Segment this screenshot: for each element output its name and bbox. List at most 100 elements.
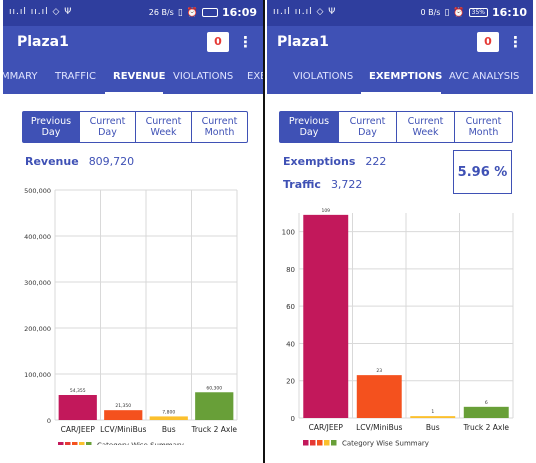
y-tick-label: 300,000	[24, 279, 51, 287]
y-tick-label: 500,000	[24, 187, 51, 195]
notification-badge[interactable]: 0	[207, 32, 229, 52]
bar-value-label: 54,355	[70, 388, 86, 394]
tab-summary[interactable]: MMARY	[3, 71, 38, 82]
legend-swatch	[303, 440, 309, 446]
vibrate-icon: ▯	[177, 7, 183, 18]
bar-lcv-minibus	[104, 410, 143, 420]
x-tick-label: LCV/MiniBus	[356, 423, 402, 432]
x-tick-label: CAR/JEEP	[309, 423, 344, 432]
tab-exemptions[interactable]: EXEMPTIONS	[369, 71, 443, 82]
tab-indicator	[361, 92, 441, 94]
tab-exemptions[interactable]: EXE	[247, 71, 265, 82]
legend-label: Category Wise Summary	[97, 442, 184, 446]
period-current-month[interactable]: Current Month	[191, 112, 247, 142]
signal-icons: ıı.ıl ıı.ıl ◇ Ψ	[9, 7, 73, 17]
legend-swatch	[86, 442, 92, 445]
y-tick-label: 0	[47, 417, 51, 425]
tab-indicator	[105, 92, 163, 94]
exemptions-value: 222	[365, 155, 387, 168]
legend-swatch	[331, 440, 337, 446]
phone-screen-revenue: ıı.ıl ıı.ıl ◇ Ψ 26 B/s ▯ ⏰ 16:09 Plaza1 …	[3, 0, 265, 463]
y-tick-label: 100,000	[24, 371, 51, 379]
y-tick-label: 80	[286, 266, 295, 274]
tab-traffic[interactable]: TRAFFIC	[55, 71, 96, 82]
legend-swatch	[58, 442, 64, 445]
tab-bar: VIOLATIONS EXEMPTIONS AVC ANALYSIS	[267, 60, 533, 94]
tab-violations[interactable]: VIOLATIONS	[293, 71, 354, 82]
status-bar: ıı.ıl ıı.ıl ◇ Ψ 0 B/s ▯ ⏰ 35% 16:10	[267, 0, 533, 26]
tab-violations[interactable]: VIOLATIONS	[173, 71, 234, 82]
y-tick-label: 0	[291, 415, 295, 423]
alarm-icon: ⏰	[453, 7, 465, 18]
y-tick-label: 60	[286, 303, 295, 311]
y-tick-label: 400,000	[24, 233, 51, 241]
bar-truck-2-axle	[463, 406, 509, 418]
network-speed: 0 B/s	[420, 8, 441, 17]
bar-value-label: 6	[485, 400, 488, 406]
exemptions-bar-chart: 0 20 40 60 80 100 109 CAR/JEEP 23 LCV/MiniBus 1 Bus…	[282, 208, 514, 448]
battery-icon: 35%	[468, 8, 488, 17]
tab-avc-analysis[interactable]: AVC ANALYSIS	[449, 71, 520, 82]
tab-revenue[interactable]: REVENUE	[113, 71, 166, 82]
bar-bus	[410, 416, 456, 418]
x-tick-label: CAR/JEEP	[61, 425, 96, 434]
traffic-value: 3,722	[330, 178, 363, 191]
legend-swatch	[65, 442, 71, 445]
period-previous-day[interactable]: Previous Day	[280, 112, 338, 142]
status-bar: ıı.ıl ıı.ıl ◇ Ψ 26 B/s ▯ ⏰ 16:09	[3, 0, 263, 26]
revenue-bar-chart: 0 100,000 200,000 300,000 400,000 500,000 54,3…	[24, 187, 238, 446]
period-previous-day[interactable]: Previous Day	[23, 112, 79, 142]
revenue-value: 809,720	[88, 155, 135, 168]
overflow-menu-icon[interactable]: ⋮	[238, 33, 253, 51]
x-tick-label: Truck 2 Axle	[190, 425, 237, 434]
exemptions-stat: Exemptions 222	[283, 155, 386, 168]
overflow-menu-icon[interactable]: ⋮	[508, 33, 523, 51]
clock: 16:10	[491, 6, 527, 19]
y-tick-label: 40	[286, 340, 295, 348]
x-tick-label: Truck 2 Axle	[462, 423, 509, 432]
notification-badge[interactable]: 0	[477, 32, 499, 52]
bar-value-label: 7,800	[162, 409, 175, 415]
exemptions-label: Exemptions	[283, 155, 356, 168]
app-title: Plaza1	[17, 34, 69, 50]
period-current-week[interactable]: Current Week	[135, 112, 191, 142]
legend-swatch	[72, 442, 78, 445]
period-current-day[interactable]: Current Day	[338, 112, 396, 142]
signal-icons: ıı.ıl ıı.ıl ◇ Ψ	[273, 7, 337, 17]
bar-value-label: 21,350	[115, 403, 131, 409]
x-tick-label: Bus	[162, 425, 176, 434]
legend-swatch	[324, 440, 330, 446]
legend-swatch	[79, 442, 85, 445]
app-bar: Plaza1 0 ⋮	[267, 26, 533, 60]
battery-icon	[201, 8, 218, 17]
bar-value-label: 1	[431, 409, 434, 415]
legend-swatch	[317, 440, 323, 446]
tab-bar: MMARY TRAFFIC REVENUE VIOLATIONS EXE	[3, 60, 263, 94]
bar-lcv-minibus	[356, 375, 402, 418]
bar-car-jeep	[58, 394, 97, 420]
bar-car-jeep	[303, 214, 349, 418]
y-tick-label: 20	[286, 378, 295, 386]
bar-value-label: 23	[376, 368, 382, 374]
traffic-label: Traffic	[283, 178, 321, 191]
period-current-day[interactable]: Current Day	[79, 112, 135, 142]
phone-screen-exemptions: ıı.ıl ıı.ıl ◇ Ψ 0 B/s ▯ ⏰ 35% 16:10 Plaz…	[267, 0, 533, 463]
period-current-week[interactable]: Current Week	[396, 112, 454, 142]
x-tick-label: Bus	[426, 423, 440, 432]
alarm-icon: ⏰	[186, 7, 198, 18]
vibrate-icon: ▯	[444, 7, 450, 18]
app-title: Plaza1	[277, 34, 329, 50]
exemption-percentage: 5.96 %	[453, 150, 512, 194]
y-tick-label: 200,000	[24, 325, 51, 333]
bar-value-label: 109	[321, 208, 330, 214]
period-current-month[interactable]: Current Month	[454, 112, 512, 142]
legend-swatch	[310, 440, 316, 446]
clock: 16:09	[221, 6, 257, 19]
app-bar: Plaza1 0 ⋮	[3, 26, 263, 60]
bar-value-label: 60,300	[206, 385, 222, 391]
revenue-stat: Revenue 809,720	[25, 155, 134, 168]
period-selector: Previous Day Current Day Current Week Curre…	[279, 111, 513, 143]
network-speed: 26 B/s	[148, 8, 174, 17]
period-selector: Previous Day Current Day Current Week Curre…	[22, 111, 248, 143]
